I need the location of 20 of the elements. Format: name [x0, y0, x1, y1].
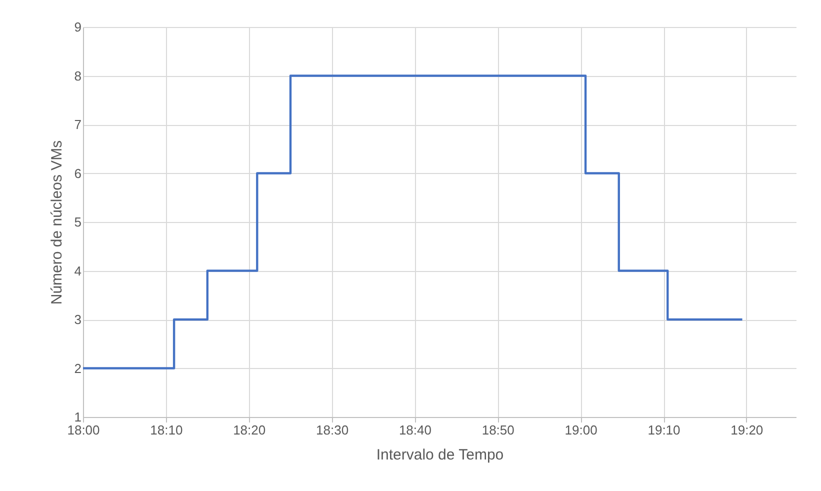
x-tick-label: 18:00: [67, 422, 100, 438]
x-tick-label: 18:40: [398, 422, 432, 438]
x-tick-label: 19:20: [730, 422, 764, 438]
y-axis-title: Número de núcleos VMs: [48, 140, 66, 305]
y-tick-label: 2: [74, 360, 82, 376]
y-tick-label: 8: [74, 68, 82, 84]
y-tick-label: 7: [74, 117, 82, 132]
x-tick-label: 18:50: [482, 422, 514, 438]
x-axis-title: Intervalo de Tempo: [376, 446, 504, 464]
y-tick-label: 4: [74, 263, 82, 278]
x-tick-label: 19:10: [648, 422, 680, 438]
x-tick-label: 18:30: [316, 422, 349, 438]
y-tick-label: 6: [74, 166, 82, 181]
y-tick-label: 5: [74, 214, 82, 230]
x-tick-label: 18:20: [233, 422, 266, 438]
y-tick-label: 3: [74, 312, 82, 327]
x-tick-label: 19:00: [564, 422, 598, 438]
y-tick-label: 9: [74, 20, 82, 34]
y-tick-label: 1: [74, 410, 82, 424]
x-tick-label: 18:10: [150, 422, 183, 438]
